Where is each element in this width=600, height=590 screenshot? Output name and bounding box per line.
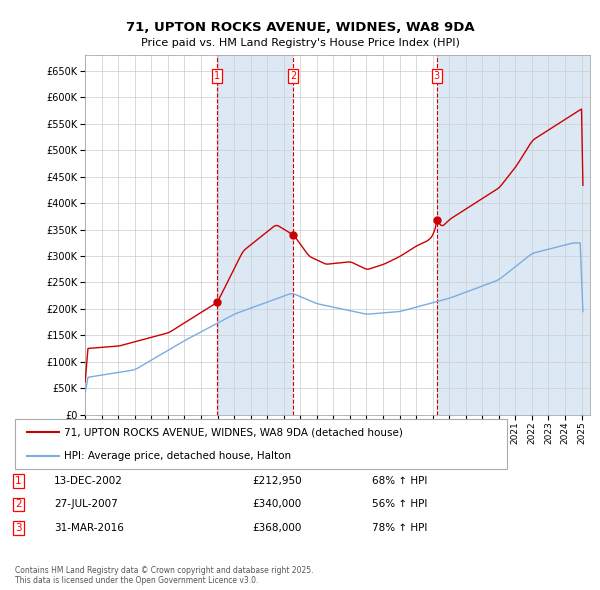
Text: £212,950: £212,950 [252,476,302,486]
FancyBboxPatch shape [15,419,507,469]
Text: Price paid vs. HM Land Registry's House Price Index (HPI): Price paid vs. HM Land Registry's House … [140,38,460,48]
Text: 78% ↑ HPI: 78% ↑ HPI [372,523,427,533]
Text: 71, UPTON ROCKS AVENUE, WIDNES, WA8 9DA (detached house): 71, UPTON ROCKS AVENUE, WIDNES, WA8 9DA … [64,427,403,437]
Text: £340,000: £340,000 [252,500,301,509]
Text: 13-DEC-2002: 13-DEC-2002 [54,476,123,486]
Text: £368,000: £368,000 [252,523,301,533]
Text: HPI: Average price, detached house, Halton: HPI: Average price, detached house, Halt… [64,451,292,461]
Text: 1: 1 [214,71,220,81]
Text: 3: 3 [15,523,22,533]
Text: 2: 2 [290,71,296,81]
Text: 71, UPTON ROCKS AVENUE, WIDNES, WA8 9DA: 71, UPTON ROCKS AVENUE, WIDNES, WA8 9DA [125,21,475,34]
Text: 31-MAR-2016: 31-MAR-2016 [54,523,124,533]
Text: 2: 2 [15,500,22,509]
Bar [217,55,293,415]
Text: 56% ↑ HPI: 56% ↑ HPI [372,500,427,509]
Text: 1: 1 [15,476,22,486]
Text: Contains HM Land Registry data © Crown copyright and database right 2025.
This d: Contains HM Land Registry data © Crown c… [15,566,314,585]
Text: 3: 3 [434,71,440,81]
Text: 68% ↑ HPI: 68% ↑ HPI [372,476,427,486]
Text: 27-JUL-2007: 27-JUL-2007 [54,500,118,509]
Bar [437,55,590,415]
